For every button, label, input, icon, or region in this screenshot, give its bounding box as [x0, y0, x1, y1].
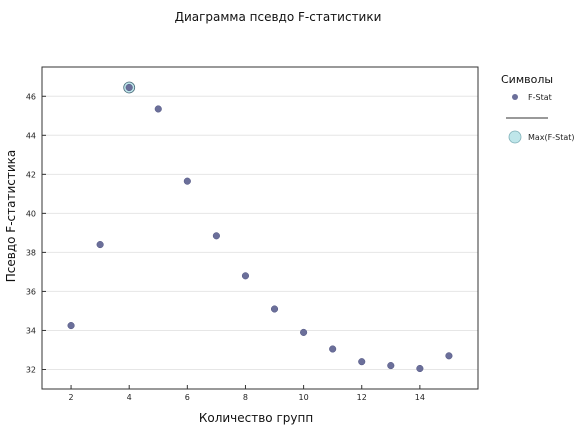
y-axis-label: Псевдо F-статистика [4, 150, 18, 282]
data-point-0 [67, 322, 75, 330]
x-tick-label-3: 8 [243, 393, 248, 402]
data-point-12 [416, 364, 424, 373]
data-point-11 [387, 362, 395, 370]
legend-title: Символы [501, 73, 553, 86]
data-points [67, 81, 453, 373]
legend: Символы F-Stat Max(F-Stat) [501, 73, 575, 144]
legend-label-max-f-stat: Max(F-Stat) [528, 133, 575, 142]
y-tick-label-4: 40 [26, 209, 36, 218]
data-point-3 [154, 105, 162, 113]
y-tick-label-2: 36 [26, 287, 36, 296]
y-tick-label-0: 32 [26, 365, 36, 374]
y-tick-label-3: 38 [26, 248, 36, 257]
x-axis-label: Количество групп [199, 411, 313, 425]
data-point-5 [212, 232, 220, 240]
x-tick-label-6: 14 [415, 393, 425, 402]
y-tick-label-7: 46 [26, 92, 36, 101]
data-point-10 [358, 358, 366, 366]
x-tick-label-2: 6 [185, 393, 190, 402]
legend-marker-f-stat [512, 94, 518, 100]
data-point-8 [300, 328, 308, 336]
y-tick-label-5: 42 [26, 170, 36, 179]
chart-title: Диаграмма псевдо F-статистики [175, 10, 382, 24]
data-point-4 [183, 177, 191, 185]
data-point-2 [125, 83, 133, 92]
x-axis: 2 4 6 8 10 12 14 [69, 385, 425, 402]
data-point-7 [270, 305, 279, 313]
data-point-6 [241, 272, 250, 280]
x-tick-label-4: 10 [299, 393, 309, 402]
plot-area [41, 66, 479, 390]
x-tick-label-5: 12 [357, 393, 367, 402]
data-point-1 [96, 241, 104, 249]
y-tick-label-1: 34 [26, 326, 36, 335]
legend-marker-max-f-stat [508, 130, 522, 144]
x-tick-label-1: 4 [127, 393, 132, 402]
gridlines [42, 95, 478, 370]
y-axis: 32 34 36 38 40 42 44 46 [26, 92, 46, 374]
data-point-13 [445, 352, 453, 360]
legend-label-f-stat: F-Stat [528, 93, 552, 102]
data-point-9 [329, 345, 337, 353]
y-tick-label-6: 44 [26, 131, 36, 140]
x-tick-label-0: 2 [69, 393, 74, 402]
